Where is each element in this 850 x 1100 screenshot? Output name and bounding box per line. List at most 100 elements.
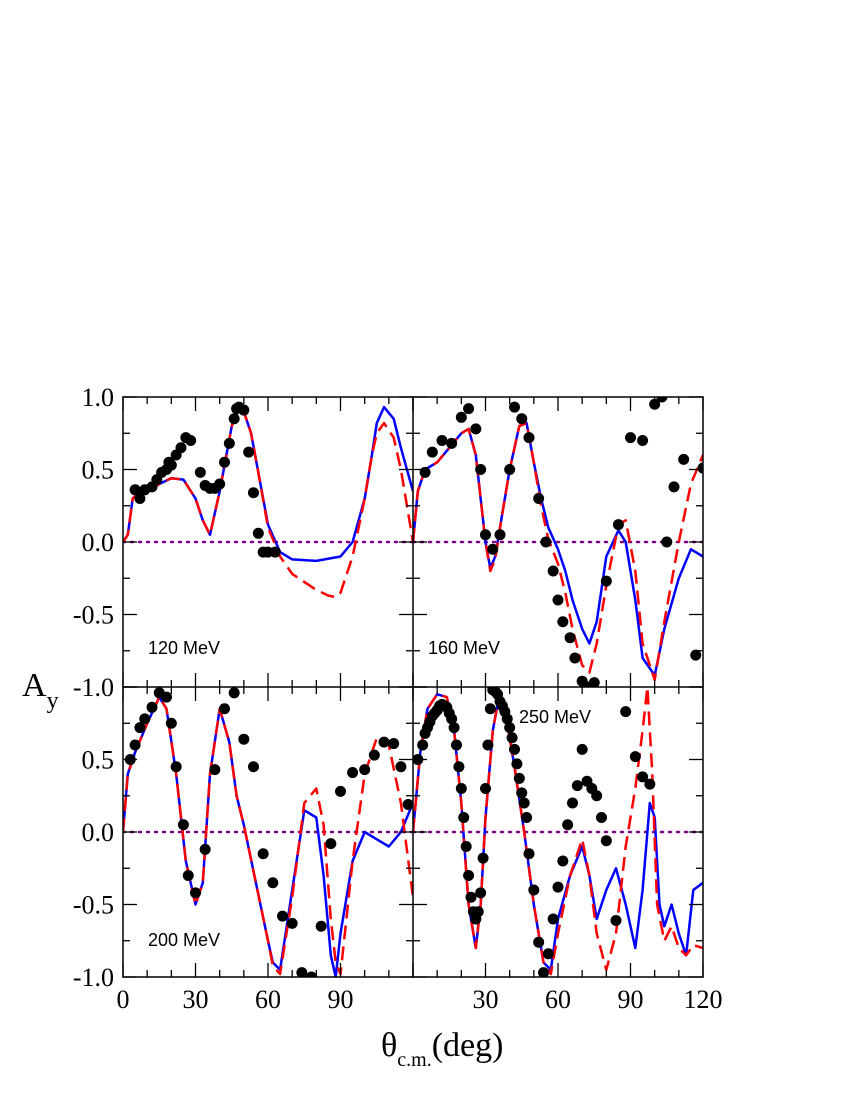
data-point [538,967,549,977]
data-point [325,838,337,850]
data-point [569,652,581,664]
panel-bottom-right: 250 MeV [413,687,703,977]
data-point [335,785,346,797]
data-point [557,855,569,867]
data-point [359,764,371,776]
data-point [557,616,569,628]
energy-label: 160 MeV [428,638,500,658]
y-axis-title: Ay [22,667,59,714]
data-point [475,464,487,475]
y-axis-title-main: A [22,667,47,704]
data-point [506,732,518,744]
data-point [521,812,533,823]
data-point [214,478,226,490]
data-point [465,891,477,903]
data-point [347,767,359,779]
data-point [661,536,673,548]
y-tick-label: -1.0 [73,963,114,992]
data-point [446,713,458,725]
x-tick-label: 90 [618,985,644,1014]
x-axis-title-main: θ [381,1027,397,1064]
panel-plot-area [123,401,413,599]
data-point [484,703,496,715]
data-point [547,565,559,577]
data-point [417,739,429,751]
panel-plot-area [123,687,413,977]
data-point [656,397,668,403]
data-point [458,812,470,823]
data-point [129,739,141,751]
y-tick-label: -0.5 [73,891,114,920]
data-point [170,761,182,773]
data-point [562,819,574,831]
data-point [446,437,458,449]
data-point [487,543,499,555]
panel-top-right: 160 MeV [413,397,703,687]
data-point [219,703,230,715]
data-point [540,536,552,548]
data-point [511,758,523,770]
x-tick-label: 90 [328,985,354,1014]
data-point [296,967,308,977]
energy-label: 120 MeV [148,638,220,658]
data-point [161,691,172,703]
y-tick-label: 1.0 [82,383,115,412]
data-point [477,852,489,864]
data-point [494,529,506,541]
y-tick-label: 0.0 [82,818,115,847]
data-point [463,403,475,415]
x-tick-label: 0 [117,985,130,1014]
frame: 0 30 60 90 30 60 90 120 1.0 0.5 0.0 -0.5 -1.0 0.5 0.0 -… [73,383,723,1014]
dashed-curve [123,407,413,599]
x-tick-label: 30 [473,985,499,1014]
data-point [678,453,690,465]
data-point [552,881,564,893]
panel-bottom-left: 200 MeV [123,687,413,977]
data-point [388,738,400,750]
data-point [190,887,201,899]
data-point [269,546,281,558]
solid-curve [123,405,413,563]
data-point [475,887,487,899]
data-point [146,701,158,713]
data-point [419,466,431,478]
data-point [533,936,545,948]
data-point [453,761,465,773]
data-point [588,677,600,687]
data-point [482,739,494,751]
x-tick-label: 60 [255,985,281,1014]
data-point [697,462,703,474]
data-point [571,780,583,792]
x-tick-label: 60 [545,985,571,1014]
y-axis-title-sub: y [47,688,59,714]
data-point [523,432,535,444]
data-point [238,404,250,416]
data-point [504,464,516,475]
data-point [463,870,475,881]
data-point [501,713,513,725]
data-point [629,751,641,763]
data-point [460,841,472,852]
data-point [238,733,250,745]
data-point [455,783,467,794]
data-point [644,778,656,790]
panel-plot-area [413,687,703,977]
data-point [523,848,535,860]
data-point [402,798,413,810]
data-point [257,848,269,860]
data-point [248,761,259,773]
data-point [267,877,279,889]
dashed-curve [413,421,703,682]
panel-plot-area [413,397,703,687]
y-tick-label: 0.5 [82,456,115,485]
data-point [426,446,438,458]
data-point [448,722,460,734]
data-point [472,906,484,918]
data-point [455,411,467,423]
data-point [228,687,240,699]
y-tick-label: -0.5 [73,601,114,630]
data-point [470,423,482,435]
data-point [547,913,559,925]
data-point [690,649,702,661]
data-point [223,437,235,449]
